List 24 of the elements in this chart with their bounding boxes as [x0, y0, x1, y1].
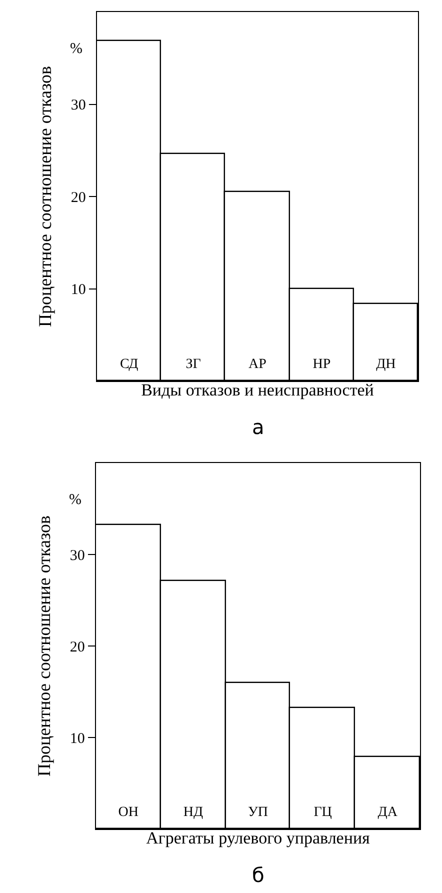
x-tick-label: АР	[248, 356, 267, 372]
x-tick-label: ГЦ	[314, 804, 332, 820]
y-axis-title: Процентное соотношение отказов	[34, 516, 54, 776]
x-tick-label: НД	[183, 804, 204, 820]
y-axis-title: Процентное соотношение отказов	[35, 66, 56, 327]
x-tick-label: ОН	[118, 804, 139, 820]
x-tick-label: НР	[312, 356, 331, 372]
x-tick-label: ЗГ	[186, 356, 201, 372]
x-tick-label: СД	[120, 356, 139, 372]
y-tick-label: 20	[70, 639, 85, 656]
x-tick-label: УП	[248, 804, 268, 820]
y-tick-label: 30	[70, 548, 85, 564]
text: %	[69, 492, 82, 508]
x-tick-label: ДН	[376, 356, 396, 372]
text: %	[70, 41, 82, 57]
x-axis-title: Виды отказов и неисправностей	[141, 380, 374, 400]
x-tick-label: ДА	[378, 804, 398, 820]
text: а	[252, 415, 264, 439]
text: б	[252, 863, 264, 887]
y-tick-label: 30	[70, 98, 86, 114]
y-tick-label: 20	[70, 190, 86, 206]
y-tick-label: 10	[70, 282, 86, 298]
x-axis-title: Агрегаты рулевого управления	[146, 828, 370, 848]
y-tick-label: 10	[70, 730, 85, 747]
